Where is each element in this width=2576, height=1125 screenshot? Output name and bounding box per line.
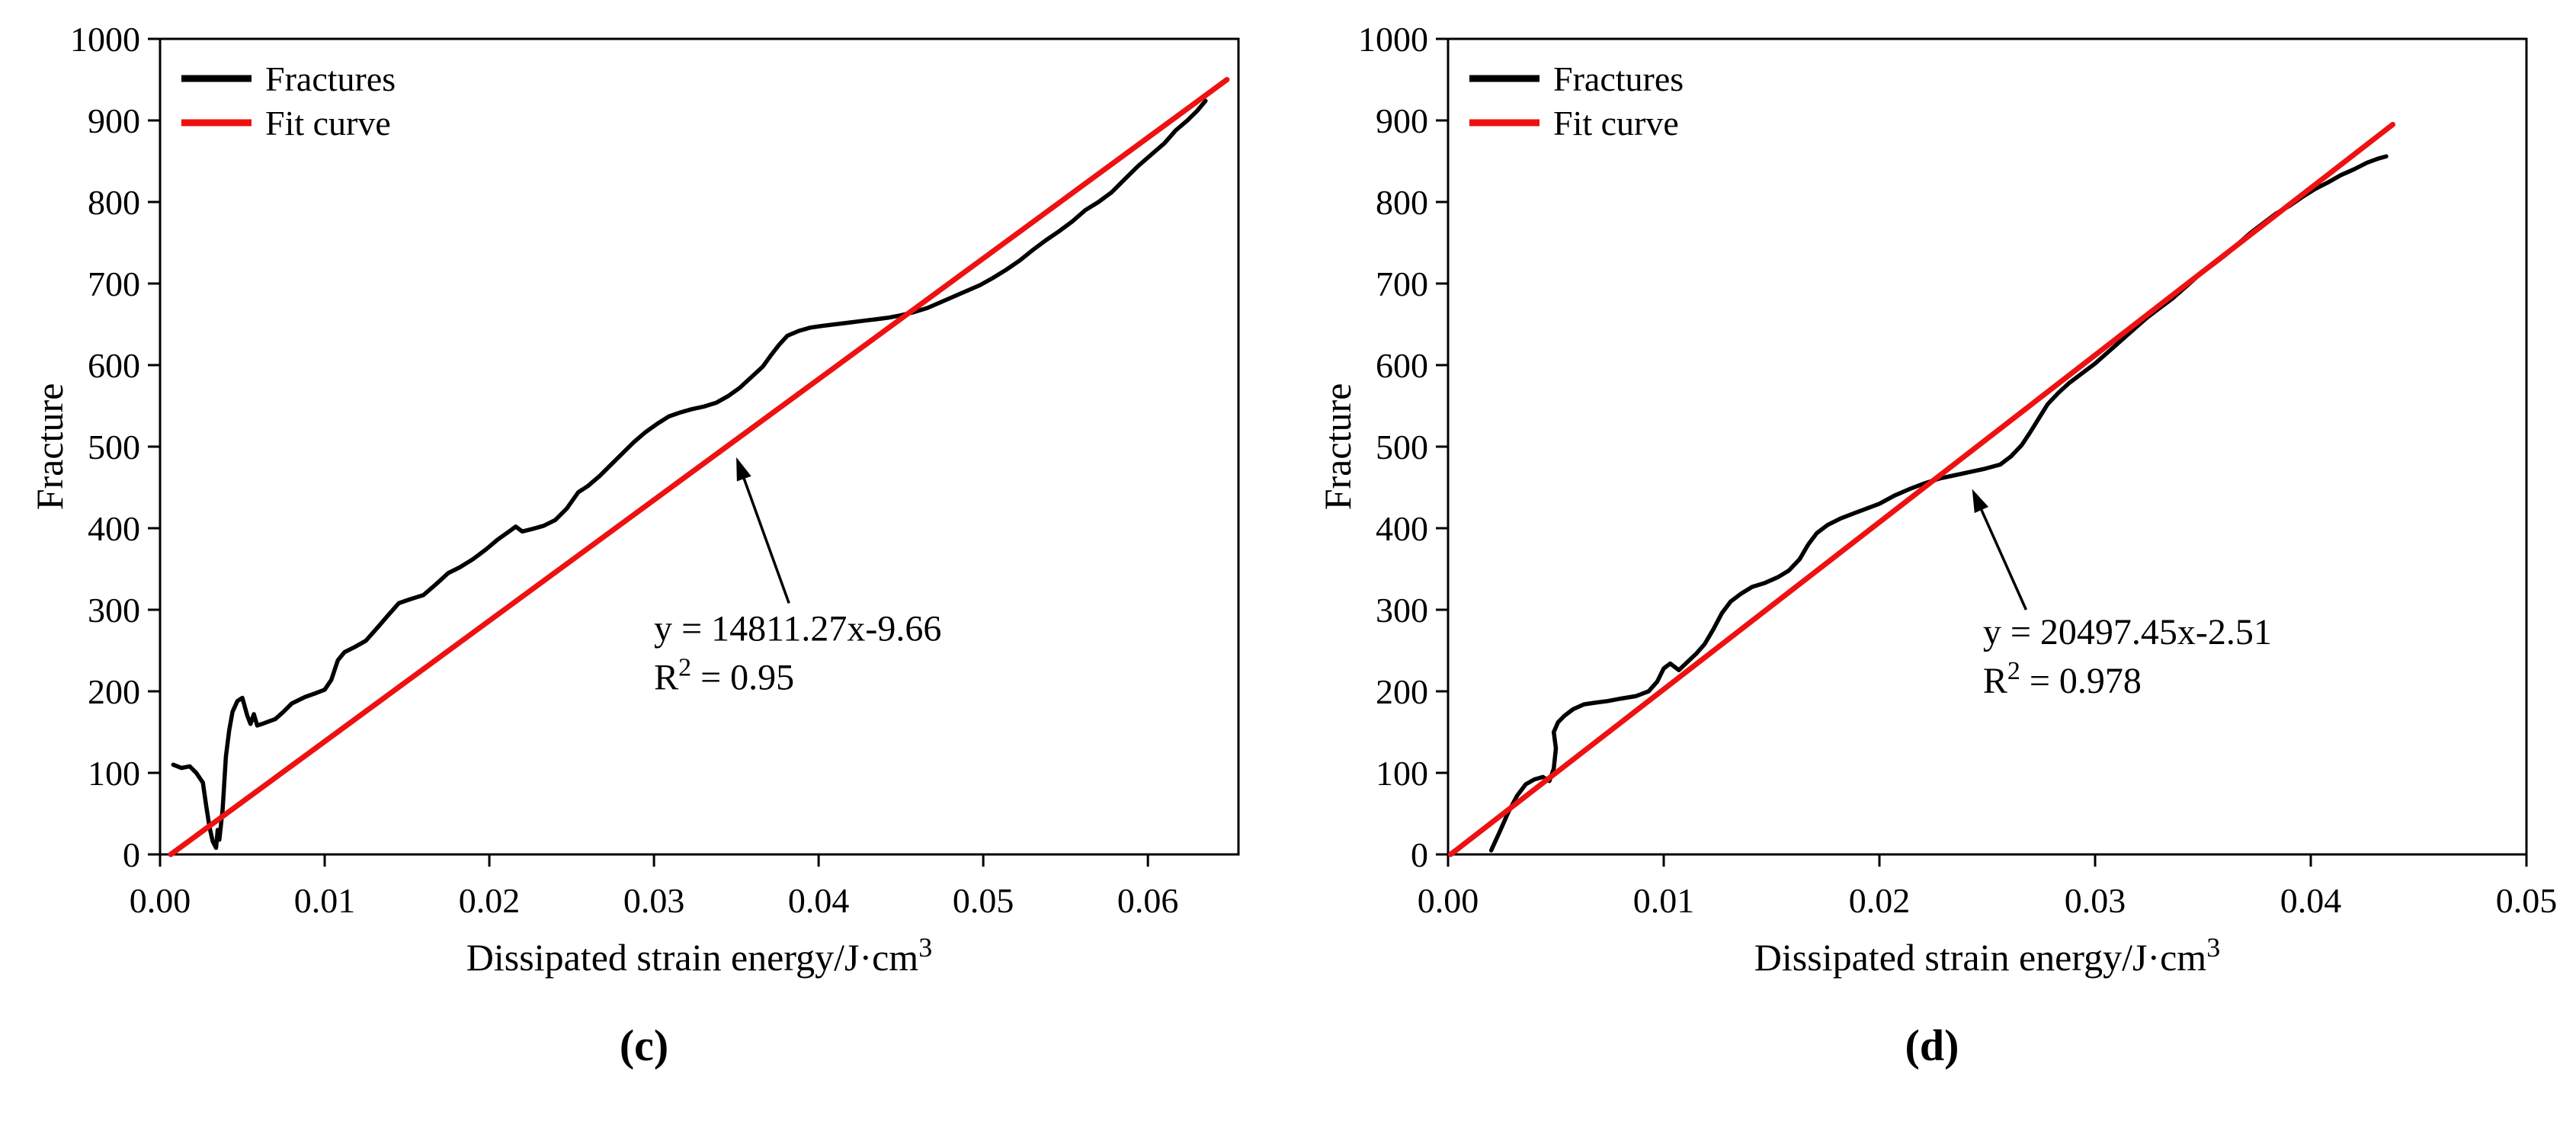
y-tick-label: 300 bbox=[1376, 591, 1428, 630]
annotation-arrow-head bbox=[736, 457, 751, 482]
y-tick-label: 400 bbox=[88, 509, 140, 548]
fractures-line bbox=[171, 98, 1208, 851]
y-tick-label: 500 bbox=[1376, 428, 1428, 466]
y-tick-label: 600 bbox=[88, 346, 140, 385]
fit-r-squared: R2 = 0.95 bbox=[654, 654, 794, 698]
y-tick-label: 700 bbox=[1376, 264, 1428, 303]
x-axis-label: Dissipated strain energy/J·cm3 bbox=[1754, 932, 2220, 979]
y-tick-label: 100 bbox=[88, 754, 140, 793]
y-tick-label: 1000 bbox=[70, 20, 140, 59]
y-tick-label: 0 bbox=[123, 835, 140, 874]
x-tick-label: 0.03 bbox=[623, 881, 685, 920]
y-tick-label: 800 bbox=[1376, 183, 1428, 222]
chart-c-canvas: 0.00 0.01 0.02 0.03 0.04 0.05 0.06 0 100 200 300 40… bbox=[28, 20, 1240, 979]
y-tick-label: 900 bbox=[1376, 101, 1428, 140]
chart-c: 0.00 0.01 0.02 0.03 0.04 0.05 0.06 0 100 200 300 40… bbox=[0, 5, 1288, 1071]
y-axis-label: Fracture bbox=[28, 383, 71, 511]
y-tick-label: 700 bbox=[88, 264, 140, 303]
x-tick-label: 0.00 bbox=[130, 881, 191, 920]
x-axis-label: Dissipated strain energy/J·cm3 bbox=[466, 932, 932, 979]
chart-c-caption: (c) bbox=[619, 1021, 669, 1070]
y-tick-label: 200 bbox=[88, 672, 140, 711]
annotation-arrow-shaft bbox=[741, 473, 790, 604]
legend-label: Fractures bbox=[265, 59, 396, 98]
chart-d-canvas: 0.00 0.01 0.02 0.03 0.04 0.05 0 100 200 300 400 500… bbox=[1316, 20, 2558, 979]
fit-line bbox=[168, 77, 1230, 857]
legend-label: Fit curve bbox=[265, 104, 391, 143]
y-tick-label: 400 bbox=[1376, 509, 1428, 548]
y-tick-label: 100 bbox=[1376, 754, 1428, 793]
x-tick-label: 0.05 bbox=[953, 881, 1014, 920]
x-tick-label: 0.00 bbox=[1418, 881, 1479, 920]
annotation-arrow-head bbox=[1972, 489, 1989, 514]
fit-equation: y = 20497.45x-2.51 bbox=[1983, 612, 2272, 652]
fit-line bbox=[1447, 121, 2396, 857]
chart-d-caption: (d) bbox=[1905, 1021, 1959, 1070]
fractures-line bbox=[1488, 154, 2389, 853]
x-tick-label: 0.02 bbox=[459, 881, 521, 920]
chart-d: 0.00 0.01 0.02 0.03 0.04 0.05 0 100 200 300 400 500… bbox=[1288, 5, 2576, 1071]
y-tick-label: 1000 bbox=[1358, 20, 1428, 59]
x-tick-label: 0.02 bbox=[1849, 881, 1911, 920]
annotation-arrow-shaft bbox=[1978, 505, 2028, 611]
fit-r-squared: R2 = 0.978 bbox=[1983, 657, 2142, 701]
legend-label: Fractures bbox=[1553, 59, 1684, 98]
y-tick-label: 0 bbox=[1411, 835, 1428, 874]
y-tick-label: 500 bbox=[88, 428, 140, 466]
y-tick-label: 900 bbox=[88, 101, 140, 140]
x-tick-label: 0.01 bbox=[1633, 881, 1695, 920]
y-axis-label: Fracture bbox=[1316, 383, 1359, 511]
y-tick-label: 600 bbox=[1376, 346, 1428, 385]
y-tick-label: 800 bbox=[88, 183, 140, 222]
fit-equation: y = 14811.27x-9.66 bbox=[654, 609, 941, 649]
y-tick-label: 300 bbox=[88, 591, 140, 630]
x-tick-label: 0.01 bbox=[294, 881, 356, 920]
x-tick-label: 0.05 bbox=[2496, 881, 2558, 920]
x-tick-label: 0.03 bbox=[2065, 881, 2126, 920]
plot-frame bbox=[159, 37, 1240, 856]
y-tick-label: 200 bbox=[1376, 672, 1428, 711]
x-tick-label: 0.04 bbox=[2280, 881, 2342, 920]
x-tick-label: 0.06 bbox=[1117, 881, 1179, 920]
legend-label: Fit curve bbox=[1553, 104, 1679, 143]
x-tick-label: 0.04 bbox=[788, 881, 850, 920]
